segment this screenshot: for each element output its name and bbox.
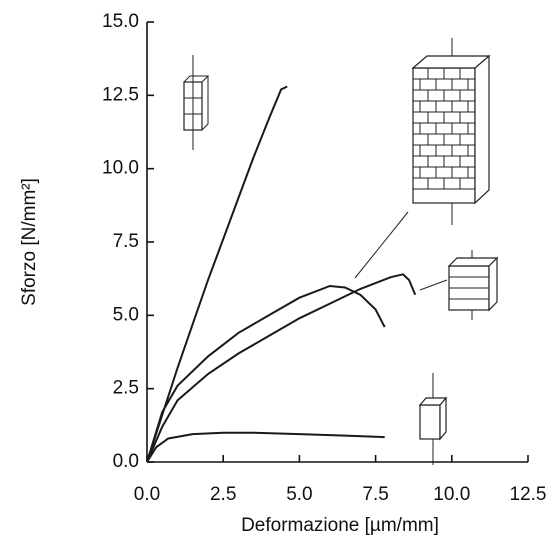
x-tick-label: 10.0 — [433, 484, 470, 505]
curve — [146, 284, 386, 463]
x-tick-label: 0.0 — [134, 484, 160, 505]
y-tick-label: 10.0 — [102, 158, 139, 179]
y-tick-label: 12.5 — [102, 84, 139, 105]
x-axis-title: Deformazione [µm/mm] — [241, 515, 439, 536]
x-tick-label: 5.0 — [286, 484, 312, 505]
y-tick-label: 2.5 — [113, 378, 139, 399]
curve — [146, 273, 417, 463]
y-tick-label: 15.0 — [102, 11, 139, 32]
curve — [146, 431, 385, 463]
y-tick-label: 7.5 — [113, 231, 139, 252]
y-axis-title: Sforzo [N/mm²] — [19, 178, 40, 306]
specimen-icons — [183, 38, 499, 465]
y-tick-label: 0.0 — [113, 451, 139, 472]
x-tick-label: 7.5 — [362, 484, 388, 505]
y-tick-label: 5.0 — [113, 304, 139, 325]
x-tick-label: 2.5 — [210, 484, 236, 505]
x-tick-label: 12.5 — [510, 484, 547, 505]
curve — [146, 85, 288, 463]
